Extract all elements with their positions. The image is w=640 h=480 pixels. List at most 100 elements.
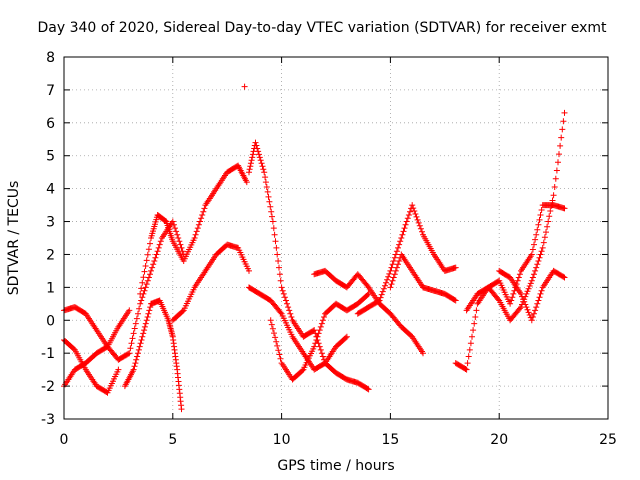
data-point bbox=[544, 223, 551, 230]
data-point bbox=[546, 213, 553, 220]
data-point bbox=[252, 139, 259, 146]
data-point bbox=[142, 284, 149, 291]
data-point bbox=[197, 218, 203, 225]
data-point bbox=[151, 258, 158, 264]
data-point bbox=[267, 203, 274, 210]
data-point bbox=[389, 261, 396, 268]
series-track-2 bbox=[61, 307, 133, 390]
data-point bbox=[419, 228, 425, 235]
data-point bbox=[532, 236, 539, 243]
data-point bbox=[153, 251, 160, 258]
data-point bbox=[471, 320, 478, 327]
data-point bbox=[241, 83, 248, 90]
data-point bbox=[533, 231, 540, 238]
data-point bbox=[551, 184, 558, 190]
y-tick-label: 1 bbox=[46, 280, 55, 296]
data-point bbox=[313, 337, 320, 343]
data-point bbox=[398, 235, 405, 241]
series-track-1 bbox=[61, 218, 187, 363]
data-point bbox=[392, 251, 399, 258]
data-point bbox=[319, 317, 326, 324]
y-tick-label: -1 bbox=[41, 346, 55, 362]
data-point bbox=[142, 320, 149, 327]
data-point bbox=[559, 126, 566, 133]
data-point bbox=[269, 325, 276, 332]
data-point bbox=[131, 363, 138, 370]
series-track-8 bbox=[246, 284, 350, 373]
data-point bbox=[140, 274, 147, 281]
series-outlier bbox=[241, 83, 248, 90]
data-point bbox=[537, 290, 544, 297]
data-point bbox=[528, 277, 535, 284]
data-point bbox=[288, 314, 295, 320]
data-point bbox=[141, 287, 148, 294]
data-point bbox=[411, 208, 418, 214]
data-point bbox=[535, 258, 542, 264]
data-point bbox=[277, 277, 284, 284]
series-track-7 bbox=[246, 139, 372, 393]
data-point bbox=[420, 350, 426, 357]
data-point bbox=[529, 246, 536, 253]
data-point bbox=[319, 353, 326, 360]
data-point bbox=[532, 307, 539, 314]
data-point bbox=[262, 174, 269, 181]
data-point bbox=[270, 225, 277, 232]
data-point bbox=[299, 367, 306, 374]
series-track-4 bbox=[121, 297, 185, 413]
data-point bbox=[390, 258, 397, 264]
data-point bbox=[414, 216, 421, 223]
data-point bbox=[393, 248, 400, 255]
data-point bbox=[280, 290, 287, 297]
data-point bbox=[279, 287, 286, 294]
plot-frame bbox=[63, 56, 609, 420]
data-point bbox=[246, 169, 252, 176]
data-point bbox=[145, 274, 152, 281]
data-point bbox=[557, 142, 564, 149]
data-point bbox=[127, 345, 134, 352]
data-point bbox=[540, 239, 547, 246]
data-point bbox=[147, 304, 154, 311]
data-point bbox=[525, 309, 532, 316]
data-point bbox=[175, 235, 182, 241]
data-point bbox=[311, 343, 318, 350]
data-point bbox=[467, 340, 474, 347]
data-point bbox=[147, 271, 153, 278]
data-point bbox=[281, 294, 288, 301]
data-point bbox=[132, 360, 139, 367]
data-points bbox=[61, 83, 568, 413]
data-point bbox=[315, 330, 322, 337]
data-point bbox=[193, 228, 200, 235]
data-point bbox=[397, 238, 404, 245]
data-point bbox=[266, 198, 273, 205]
data-point bbox=[387, 284, 394, 291]
x-tick-label: 5 bbox=[168, 432, 177, 448]
data-point bbox=[396, 258, 403, 264]
data-point bbox=[262, 179, 269, 186]
data-point bbox=[538, 207, 545, 213]
data-point bbox=[536, 216, 543, 223]
data-point bbox=[548, 202, 555, 209]
data-point bbox=[382, 282, 388, 289]
data-point bbox=[536, 294, 543, 301]
data-point bbox=[317, 346, 324, 353]
data-point bbox=[143, 281, 150, 288]
data-point bbox=[560, 118, 567, 125]
data-point bbox=[141, 327, 148, 334]
data-point bbox=[246, 267, 252, 274]
data-point bbox=[154, 248, 161, 255]
y-tick-label: -2 bbox=[41, 379, 55, 395]
data-point bbox=[409, 202, 416, 209]
data-point bbox=[140, 330, 147, 337]
data-point bbox=[261, 169, 268, 176]
data-point bbox=[130, 366, 137, 373]
data-point bbox=[531, 310, 537, 317]
data-point bbox=[249, 151, 256, 158]
chart-title: Day 340 of 2020, Sidereal Day-to-day VTE… bbox=[38, 20, 608, 36]
data-point bbox=[396, 241, 403, 248]
data-point bbox=[527, 280, 534, 287]
data-point bbox=[285, 304, 292, 311]
data-point bbox=[275, 258, 282, 264]
data-point bbox=[400, 228, 407, 235]
data-point bbox=[132, 320, 139, 327]
